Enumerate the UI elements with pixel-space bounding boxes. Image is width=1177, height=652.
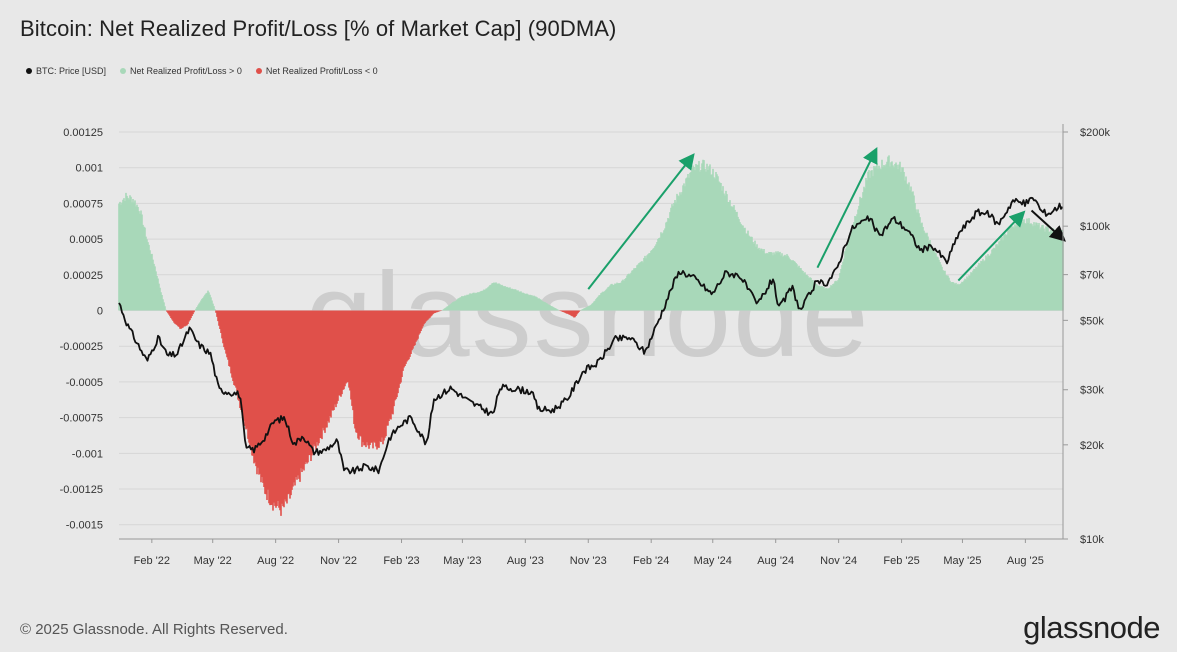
price-series xyxy=(118,196,1064,475)
y-left-tick-label: -0.0005 xyxy=(66,377,103,389)
brand-logo: glassnode xyxy=(1023,610,1160,645)
x-tick-label: May '23 xyxy=(443,555,481,567)
area-series xyxy=(118,155,1064,516)
y-axis-right: $200k $100k $70k $50k $30k $20k $10k xyxy=(1062,124,1110,546)
x-tick-label: Nov '24 xyxy=(820,555,857,567)
y-right-tick-label: $50k xyxy=(1080,315,1104,327)
y-left-tick-label: -0.00025 xyxy=(60,341,103,353)
profit-area xyxy=(118,155,1064,311)
loss-area xyxy=(166,310,581,516)
y-left-tick-label: -0.00075 xyxy=(60,413,103,425)
y-left-tick-label: 0.00075 xyxy=(63,198,103,210)
price-line xyxy=(118,196,1064,475)
legend-item-profit[interactable]: Net Realized Profit/Loss > 0 xyxy=(120,66,242,76)
y-right-tick-label: $70k xyxy=(1080,270,1104,282)
y-left-tick-label: 0.001 xyxy=(75,163,103,175)
x-tick-label: Aug '25 xyxy=(1007,555,1044,567)
legend-item-btc-price[interactable]: BTC: Price [USD] xyxy=(26,66,106,76)
y-left-tick-label: 0 xyxy=(97,306,103,318)
legend-label-btc-price: BTC: Price [USD] xyxy=(36,66,107,76)
x-tick-label: May '24 xyxy=(694,555,732,567)
x-tick-label: Feb '22 xyxy=(134,555,170,567)
y-right-tick-label: $10k xyxy=(1080,534,1104,546)
chart-title: Bitcoin: Net Realized Profit/Loss [% of … xyxy=(20,16,617,41)
copyright-footer: © 2025 Glassnode. All Rights Reserved. xyxy=(20,621,288,638)
x-tick-label: Aug '23 xyxy=(507,555,544,567)
y-left-tick-label: 0.00125 xyxy=(63,127,103,139)
y-left-tick-label: -0.00125 xyxy=(60,484,103,496)
x-tick-label: Aug '22 xyxy=(257,555,294,567)
y-right-tick-label: $20k xyxy=(1080,440,1104,452)
y-right-tick-label: $30k xyxy=(1080,385,1104,397)
y-left-tick-label: 0.00025 xyxy=(63,270,103,282)
legend-label-profit: Net Realized Profit/Loss > 0 xyxy=(130,66,242,76)
annotation-arrow xyxy=(816,146,878,269)
y-left-tick-label: 0.0005 xyxy=(69,234,103,246)
y-axis-left: 0.00125 0.001 0.00075 0.0005 0.00025 0 -0.0002… xyxy=(60,127,103,532)
y-left-tick-label: -0.0015 xyxy=(66,520,103,532)
annotation-arrow xyxy=(587,153,695,290)
x-tick-label: Aug '24 xyxy=(757,555,794,567)
legend-swatch-btc-price xyxy=(26,68,32,74)
legend-label-loss: Net Realized Profit/Loss < 0 xyxy=(265,66,378,76)
y-left-tick-label: -0.001 xyxy=(72,448,103,460)
y-right-tick-label: $100k xyxy=(1080,221,1110,233)
x-axis: Feb '22 May '22 Aug '22 Nov '22 Feb '23 May '… xyxy=(119,538,1063,567)
legend-item-loss[interactable]: Net Realized Profit/Loss < 0 xyxy=(255,66,378,76)
x-tick-label: Nov '23 xyxy=(570,555,607,567)
x-tick-label: Nov '22 xyxy=(320,555,357,567)
legend-swatch-loss xyxy=(255,68,262,74)
x-tick-label: May '25 xyxy=(943,555,981,567)
annotation-arrows xyxy=(587,146,1066,290)
y-right-tick-label: $200k xyxy=(1080,127,1110,139)
x-tick-label: Feb '23 xyxy=(383,555,419,567)
legend-swatch-profit xyxy=(120,68,127,74)
x-tick-label: May '22 xyxy=(194,555,232,567)
x-tick-label: Feb '25 xyxy=(883,555,919,567)
annotation-arrow xyxy=(1030,209,1066,242)
chart-legend: BTC: Price [USD] Net Realized Profit/Los… xyxy=(26,66,378,76)
x-tick-label: Feb '24 xyxy=(633,555,669,567)
annotation-arrow xyxy=(957,210,1026,282)
